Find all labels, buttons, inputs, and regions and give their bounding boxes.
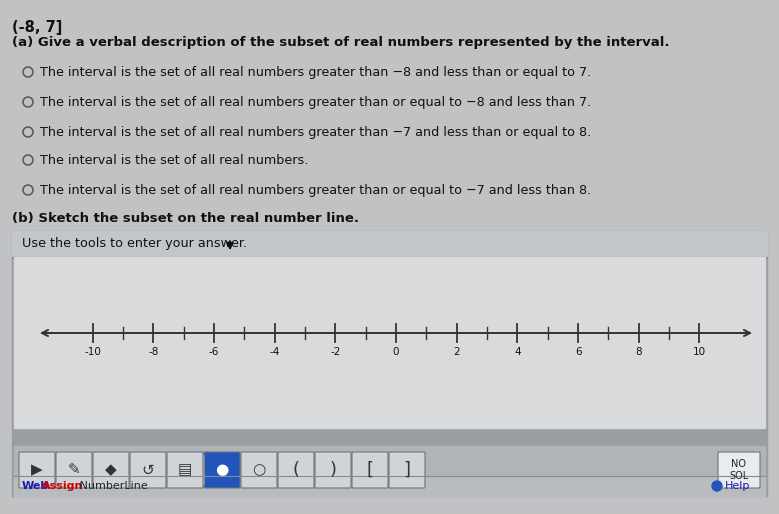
- FancyBboxPatch shape: [315, 452, 351, 488]
- Text: ✎: ✎: [68, 463, 80, 478]
- Bar: [12, 231, 767, 257]
- Text: The interval is the set of all real numbers greater than −7 and less than or equ: The interval is the set of all real numb…: [40, 126, 591, 139]
- FancyBboxPatch shape: [204, 452, 240, 488]
- Text: -10: -10: [84, 347, 101, 357]
- FancyBboxPatch shape: [130, 452, 166, 488]
- FancyBboxPatch shape: [241, 452, 277, 488]
- Bar: [12, 256, 767, 258]
- Bar: [12, 231, 767, 496]
- Bar: [14, 446, 765, 494]
- Text: 0: 0: [393, 347, 400, 357]
- Text: 6: 6: [575, 347, 581, 357]
- Text: The interval is the set of all real numbers greater than or equal to −7 and less: The interval is the set of all real numb…: [40, 184, 591, 197]
- Text: [: [: [366, 461, 373, 479]
- Text: 4: 4: [514, 347, 520, 357]
- Text: ): ): [330, 461, 337, 479]
- Bar: [14, 476, 765, 496]
- FancyBboxPatch shape: [19, 452, 55, 488]
- Text: ▶: ▶: [31, 463, 43, 478]
- FancyBboxPatch shape: [167, 452, 203, 488]
- Bar: [14, 257, 765, 428]
- Text: NumberLine: NumberLine: [76, 481, 148, 491]
- FancyBboxPatch shape: [352, 452, 388, 488]
- FancyBboxPatch shape: [93, 452, 129, 488]
- Text: (: (: [292, 461, 299, 479]
- Text: ▤: ▤: [178, 463, 192, 478]
- Text: -6: -6: [209, 347, 219, 357]
- Text: ○: ○: [252, 463, 266, 478]
- FancyBboxPatch shape: [56, 452, 92, 488]
- Text: Help: Help: [725, 481, 750, 491]
- Text: The interval is the set of all real numbers greater than or equal to −8 and less: The interval is the set of all real numb…: [40, 96, 591, 109]
- Text: ]: ]: [404, 461, 411, 479]
- Text: 2: 2: [453, 347, 460, 357]
- Text: NO
SOL: NO SOL: [729, 459, 749, 481]
- Text: (b) Sketch the subset on the real number line.: (b) Sketch the subset on the real number…: [12, 212, 359, 225]
- Text: -8: -8: [148, 347, 158, 357]
- Text: (a) Give a verbal description of the subset of real numbers represented by the i: (a) Give a verbal description of the sub…: [12, 36, 669, 49]
- FancyBboxPatch shape: [389, 452, 425, 488]
- Text: Use the tools to enter your answer.: Use the tools to enter your answer.: [22, 237, 247, 250]
- Text: (-8, 7]: (-8, 7]: [12, 20, 62, 35]
- FancyBboxPatch shape: [278, 452, 314, 488]
- Text: ●: ●: [215, 463, 228, 478]
- Text: ↺: ↺: [142, 463, 154, 478]
- Text: The interval is the set of all real numbers.: The interval is the set of all real numb…: [40, 154, 308, 167]
- Text: Web: Web: [22, 481, 49, 491]
- Circle shape: [712, 481, 722, 491]
- Text: 10: 10: [693, 347, 706, 357]
- Text: -4: -4: [270, 347, 280, 357]
- Text: ◆: ◆: [105, 463, 117, 478]
- Text: The interval is the set of all real numbers greater than −8 and less than or equ: The interval is the set of all real numb…: [40, 66, 591, 79]
- Text: Assign: Assign: [42, 481, 83, 491]
- Text: -2: -2: [330, 347, 340, 357]
- FancyBboxPatch shape: [718, 452, 760, 488]
- Text: 8: 8: [636, 347, 642, 357]
